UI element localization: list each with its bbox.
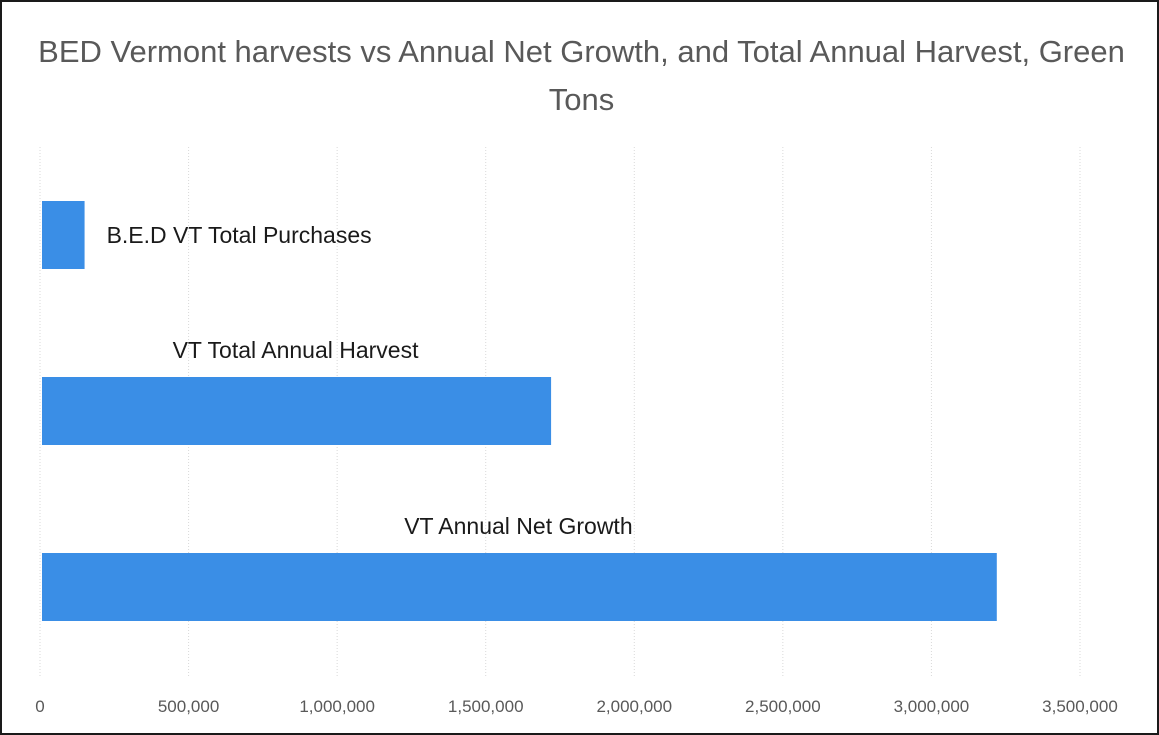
- x-tick-label: 500,000: [158, 697, 219, 716]
- bar: [42, 201, 85, 269]
- chart-title: BED Vermont harvests vs Annual Net Growt…: [38, 34, 1125, 117]
- x-tick-label: 3,500,000: [1042, 697, 1118, 716]
- x-tick-label: 3,000,000: [894, 697, 970, 716]
- label-layer: B.E.D VT Total Purchases VT Total Annual …: [107, 222, 633, 539]
- bar-label: B.E.D VT Total Purchases: [107, 222, 372, 248]
- bar-label: VT Total Annual Harvest: [173, 337, 420, 363]
- x-tick-label: 2,000,000: [596, 697, 672, 716]
- bar: [42, 377, 552, 445]
- bar-layer: [42, 201, 997, 621]
- x-tick-label: 0: [35, 697, 44, 716]
- x-tick-label: 2,500,000: [745, 697, 821, 716]
- x-tick-label: 1,500,000: [448, 697, 524, 716]
- bar: [42, 553, 997, 621]
- tick-layer: 0 500,000 1,000,000 1,500,000 2,000,000 2,500…: [35, 697, 1118, 716]
- bar-label: VT Annual Net Growth: [404, 513, 632, 539]
- x-tick-label: 1,000,000: [299, 697, 375, 716]
